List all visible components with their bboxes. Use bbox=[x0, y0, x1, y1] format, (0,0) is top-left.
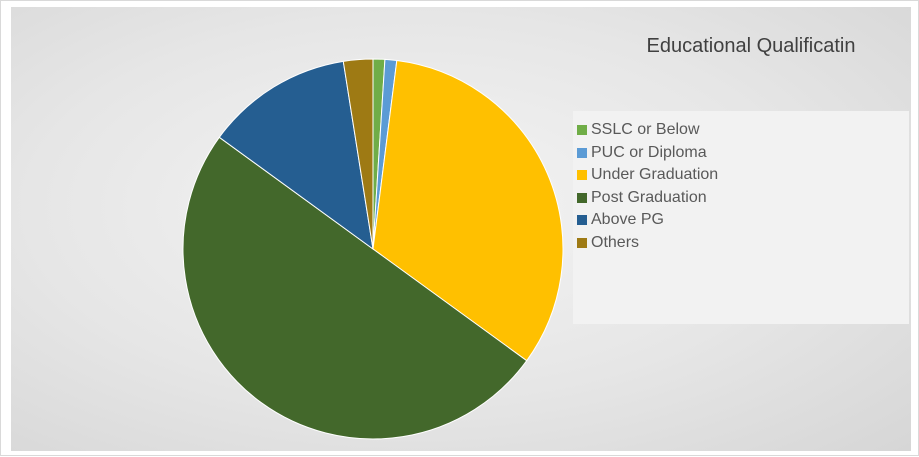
legend-swatch bbox=[577, 125, 587, 135]
legend-swatch bbox=[577, 215, 587, 225]
pie-slice-post-graduation bbox=[182, 136, 528, 440]
legend-swatch bbox=[577, 237, 587, 248]
legend-swatch bbox=[577, 170, 587, 180]
legend-label: SSLC or Below bbox=[591, 121, 700, 138]
legend-item: SSLC or Below bbox=[577, 119, 700, 141]
legend-swatch bbox=[577, 192, 587, 203]
pie-slice-others bbox=[342, 58, 374, 250]
legend-swatch bbox=[577, 147, 587, 158]
legend-label: Post Graduation bbox=[591, 188, 707, 206]
legend-item: Others bbox=[577, 232, 639, 254]
legend bbox=[573, 111, 909, 324]
legend-label: PUC or Diploma bbox=[591, 143, 707, 161]
legend-item: Above PG bbox=[577, 209, 664, 231]
legend-label: Above PG bbox=[591, 211, 664, 228]
pie-slice-under-graduation bbox=[372, 59, 564, 362]
chart-title: Educational Qualificatin bbox=[646, 35, 856, 57]
pie-slice-above-pg bbox=[218, 60, 374, 251]
legend-label: Others bbox=[591, 233, 640, 251]
legend-item: Under Graduation bbox=[577, 164, 718, 186]
legend-label: Under Graduation bbox=[591, 166, 719, 183]
legend-item: Post Graduation bbox=[577, 187, 707, 209]
legend-item: PUC or Diploma bbox=[577, 142, 707, 164]
